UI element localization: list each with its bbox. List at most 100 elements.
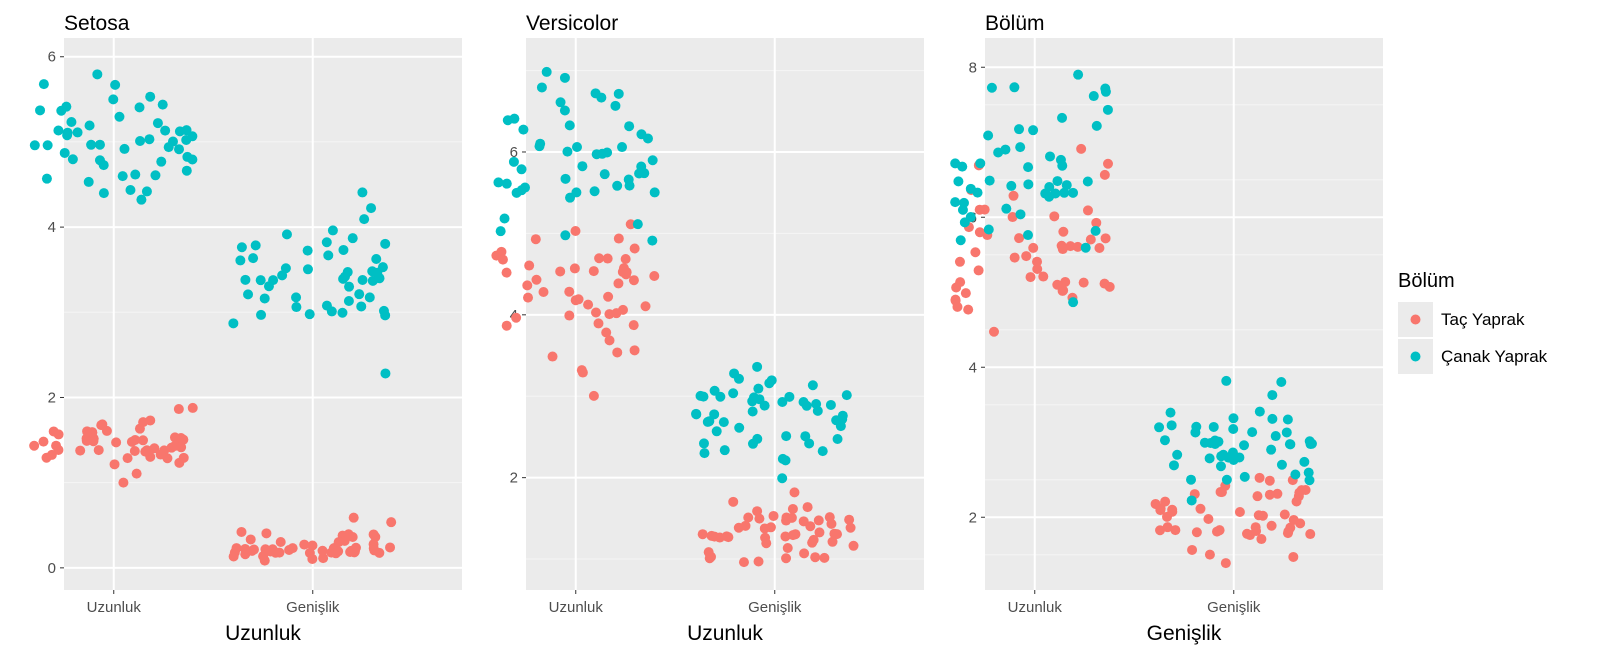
data-point-canak-yaprak bbox=[1221, 375, 1232, 386]
data-point-tac-yaprak bbox=[522, 280, 533, 291]
data-point-canak-yaprak bbox=[1204, 453, 1215, 464]
data-point-canak-yaprak bbox=[647, 235, 658, 246]
data-point-canak-yaprak bbox=[495, 226, 506, 237]
data-point-canak-yaprak bbox=[59, 147, 70, 158]
data-point-tac-yaprak bbox=[954, 256, 965, 267]
data-point-tac-yaprak bbox=[245, 534, 256, 545]
data-point-canak-yaprak bbox=[1068, 187, 1079, 198]
data-point-tac-yaprak bbox=[786, 512, 797, 523]
data-point-tac-yaprak bbox=[111, 437, 122, 448]
data-point-canak-yaprak bbox=[1061, 180, 1072, 191]
data-point-tac-yaprak bbox=[1008, 190, 1019, 201]
data-point-canak-yaprak bbox=[1199, 437, 1210, 448]
data-point-tac-yaprak bbox=[960, 288, 971, 299]
data-point-tac-yaprak bbox=[782, 542, 793, 553]
data-point-canak-yaprak bbox=[781, 431, 792, 442]
data-point-canak-yaprak bbox=[291, 292, 302, 303]
data-point-canak-yaprak bbox=[753, 383, 764, 394]
data-point-canak-yaprak bbox=[29, 140, 40, 151]
data-point-tac-yaprak bbox=[628, 275, 639, 286]
data-point-tac-yaprak bbox=[261, 528, 272, 539]
data-point-tac-yaprak bbox=[611, 308, 622, 319]
data-point-canak-yaprak bbox=[560, 173, 571, 184]
data-point-canak-yaprak bbox=[53, 125, 64, 136]
data-point-tac-yaprak bbox=[1057, 244, 1068, 255]
data-point-canak-yaprak bbox=[1059, 187, 1070, 198]
data-point-tac-yaprak bbox=[612, 347, 623, 358]
data-point-canak-yaprak bbox=[955, 235, 966, 246]
data-point-tac-yaprak bbox=[813, 515, 824, 526]
data-point-canak-yaprak bbox=[984, 175, 995, 186]
data-point-tac-yaprak bbox=[787, 530, 798, 541]
data-point-tac-yaprak bbox=[1254, 472, 1265, 483]
data-point-tac-yaprak bbox=[1252, 491, 1263, 502]
data-point-canak-yaprak bbox=[1303, 467, 1314, 478]
data-point-tac-yaprak bbox=[1025, 272, 1036, 283]
data-point-tac-yaprak bbox=[317, 545, 328, 556]
data-point-tac-yaprak bbox=[1038, 271, 1049, 282]
data-point-canak-yaprak bbox=[62, 130, 73, 141]
data-point-tac-yaprak bbox=[555, 266, 566, 277]
data-point-canak-yaprak bbox=[624, 121, 635, 132]
data-point-canak-yaprak bbox=[1166, 420, 1177, 431]
data-point-tac-yaprak bbox=[1085, 234, 1096, 245]
data-point-tac-yaprak bbox=[138, 435, 149, 446]
data-point-canak-yaprak bbox=[541, 66, 552, 77]
data-point-canak-yaprak bbox=[366, 203, 377, 214]
data-point-canak-yaprak bbox=[1221, 474, 1232, 485]
data-point-tac-yaprak bbox=[1257, 510, 1268, 521]
data-point-canak-yaprak bbox=[1266, 444, 1277, 455]
data-point-canak-yaprak bbox=[1276, 459, 1287, 470]
data-point-canak-yaprak bbox=[1276, 377, 1287, 388]
data-point-canak-yaprak bbox=[718, 417, 729, 428]
data-point-canak-yaprak bbox=[501, 178, 512, 189]
data-point-tac-yaprak bbox=[1162, 522, 1173, 533]
data-point-tac-yaprak bbox=[602, 253, 613, 264]
y-tick-label: 0 bbox=[48, 560, 56, 577]
data-point-tac-yaprak bbox=[759, 523, 770, 534]
data-point-tac-yaprak bbox=[385, 542, 396, 553]
data-point-canak-yaprak bbox=[144, 134, 155, 145]
data-point-tac-yaprak bbox=[348, 512, 359, 523]
data-point-tac-yaprak bbox=[733, 522, 744, 533]
data-point-canak-yaprak bbox=[957, 161, 968, 172]
data-point-canak-yaprak bbox=[1254, 406, 1265, 417]
data-point-tac-yaprak bbox=[1065, 241, 1076, 252]
data-point-canak-yaprak bbox=[281, 229, 292, 240]
data-point-canak-yaprak bbox=[1267, 390, 1278, 401]
data-point-tac-yaprak bbox=[963, 304, 974, 315]
panel-title: Setosa bbox=[64, 12, 130, 35]
data-point-tac-yaprak bbox=[640, 301, 651, 312]
data-point-tac-yaprak bbox=[41, 452, 52, 463]
data-point-tac-yaprak bbox=[51, 440, 62, 451]
data-point-canak-yaprak bbox=[255, 275, 266, 286]
data-point-tac-yaprak bbox=[1234, 506, 1245, 517]
data-point-canak-yaprak bbox=[1285, 439, 1296, 450]
data-point-canak-yaprak bbox=[1247, 427, 1258, 438]
data-point-canak-yaprak bbox=[42, 140, 53, 151]
data-point-canak-yaprak bbox=[715, 391, 726, 402]
data-point-canak-yaprak bbox=[535, 138, 546, 149]
data-point-canak-yaprak bbox=[983, 224, 994, 235]
data-point-canak-yaprak bbox=[1100, 83, 1111, 94]
data-point-tac-yaprak bbox=[538, 286, 549, 297]
data-point-canak-yaprak bbox=[174, 126, 185, 137]
data-point-canak-yaprak bbox=[228, 318, 239, 329]
data-point-canak-yaprak bbox=[108, 94, 119, 105]
legend: Bölüm Taç Yaprak Çanak Yaprak bbox=[1398, 270, 1548, 374]
data-point-tac-yaprak bbox=[1049, 211, 1060, 222]
data-point-canak-yaprak bbox=[243, 289, 254, 300]
data-point-canak-yaprak bbox=[975, 158, 986, 169]
data-point-tac-yaprak bbox=[274, 547, 285, 558]
data-point-canak-yaprak bbox=[342, 267, 353, 278]
data-point-canak-yaprak bbox=[181, 165, 192, 176]
data-point-canak-yaprak bbox=[536, 82, 547, 93]
data-point-tac-yaprak bbox=[973, 265, 984, 276]
data-point-canak-yaprak bbox=[562, 146, 573, 157]
data-point-tac-yaprak bbox=[721, 531, 732, 542]
data-point-tac-yaprak bbox=[706, 530, 717, 541]
data-point-canak-yaprak bbox=[1023, 179, 1034, 190]
data-point-canak-yaprak bbox=[518, 124, 529, 135]
data-point-canak-yaprak bbox=[493, 177, 504, 188]
data-point-tac-yaprak bbox=[761, 538, 772, 549]
